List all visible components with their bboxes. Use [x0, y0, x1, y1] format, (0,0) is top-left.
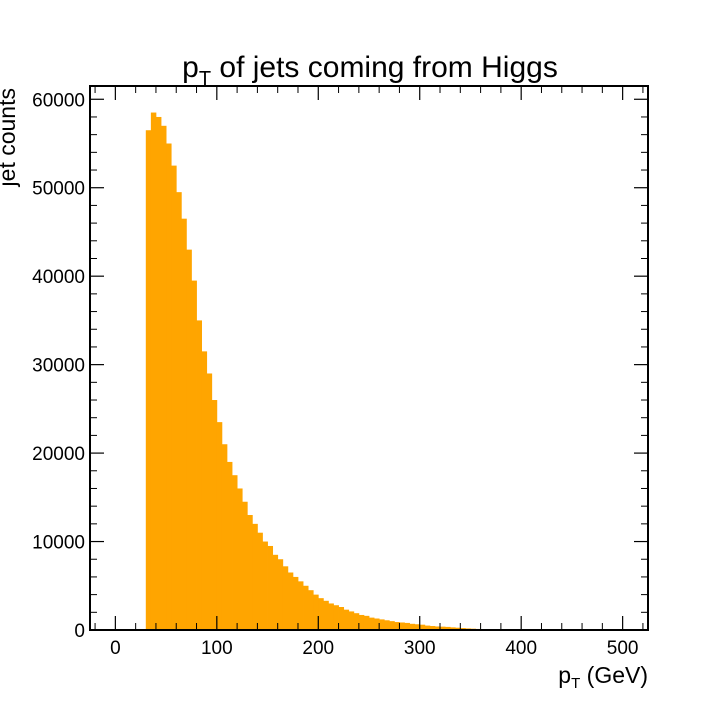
- histogram-bar: [303, 585, 309, 630]
- histogram-bar: [434, 626, 441, 630]
- histogram-bar: [455, 627, 461, 630]
- y-tick-label: 10000: [32, 533, 85, 554]
- histogram-bar: [292, 576, 299, 630]
- histogram-bar: [297, 581, 304, 630]
- histogram-bar: [424, 625, 431, 630]
- histogram-bar: [358, 614, 365, 630]
- histogram-bar: [414, 624, 421, 630]
- minor-ticks-group: [90, 86, 648, 630]
- histogram-bar: [257, 532, 263, 630]
- histogram-bar: [384, 620, 390, 630]
- histogram-bar: [206, 373, 213, 630]
- histogram-bar: [445, 626, 451, 630]
- histogram-bar: [440, 626, 446, 630]
- x-axis-label-sub: T: [571, 675, 580, 692]
- histogram-bar: [155, 116, 162, 630]
- histogram-bar: [369, 617, 375, 630]
- histogram-bar: [429, 626, 436, 630]
- histogram-bar: [343, 609, 350, 630]
- major-ticks-group: [90, 86, 648, 631]
- histogram-bar: [221, 444, 228, 630]
- y-tick-label: 30000: [32, 356, 85, 377]
- histogram-bar: [328, 603, 334, 630]
- chart-title-rest: of jets coming from Higgs: [211, 51, 558, 84]
- histogram-bar: [242, 501, 248, 630]
- histogram-bar: [353, 613, 360, 630]
- histogram-bar: [232, 475, 238, 630]
- histogram-bar: [272, 554, 279, 630]
- histogram-bar: [196, 320, 202, 630]
- histogram-bar: [191, 280, 197, 630]
- histogram-bar: [181, 218, 187, 630]
- histogram-bar: [404, 622, 410, 630]
- histogram-bar: [450, 627, 456, 630]
- histogram-bar: [237, 488, 243, 630]
- histogram-bar: [166, 143, 172, 630]
- histogram-bar: [313, 594, 319, 630]
- plot-frame: [89, 85, 649, 631]
- histogram-bar: [267, 545, 274, 630]
- histogram-bar: [176, 192, 182, 630]
- histogram-bar: [363, 615, 370, 630]
- histogram-bar: [318, 598, 324, 630]
- chart-title: pT of jets coming from Higgs: [182, 51, 558, 90]
- histogram-bar: [399, 622, 405, 630]
- histogram-bar: [374, 618, 380, 630]
- histogram-bar: [161, 125, 167, 631]
- bars-group: [145, 112, 522, 631]
- x-axis-label: pT (GeV): [558, 662, 648, 692]
- histogram-bar: [226, 461, 233, 630]
- histogram-bar: [211, 400, 218, 630]
- chart-title-sub: T: [199, 68, 211, 90]
- histogram-bar: [262, 541, 268, 630]
- y-axis-label: jet counts: [0, 88, 20, 187]
- histogram-bar: [379, 619, 385, 630]
- y-tick-label: 50000: [32, 179, 85, 200]
- histogram-bar: [419, 624, 426, 630]
- histogram-bar: [338, 607, 345, 630]
- histogram-bar: [186, 249, 192, 630]
- x-tick-label: 0: [110, 638, 121, 659]
- x-axis-label-rest: (GeV): [580, 662, 648, 688]
- tick-labels-group: 0 100 200 300 400 500 0 10000 20000 30000 40000 500…: [32, 90, 638, 659]
- histogram-bar: [389, 621, 395, 630]
- y-tick-label: 20000: [32, 444, 85, 465]
- histogram-bar: [282, 566, 289, 630]
- histogram-bar: [216, 422, 223, 630]
- histogram-bar: [333, 605, 339, 630]
- y-tick-label: 0: [74, 621, 85, 642]
- x-tick-label: 300: [404, 638, 436, 659]
- y-tick-label: 60000: [32, 90, 85, 111]
- histogram-bar: [150, 112, 157, 631]
- x-tick-label: 100: [201, 638, 233, 659]
- histogram-bar: [287, 572, 294, 630]
- histogram-bar: [409, 623, 416, 630]
- histogram-bar: [252, 523, 258, 630]
- x-tick-label: 200: [302, 638, 334, 659]
- chart-title-main: p: [182, 51, 199, 84]
- y-tick-label: 40000: [32, 267, 85, 288]
- histogram-bar: [277, 559, 284, 630]
- x-tick-label: 500: [607, 638, 639, 659]
- x-axis-label-main: p: [558, 662, 571, 688]
- histogram-bar: [171, 165, 177, 631]
- histogram-bar: [308, 590, 314, 630]
- histogram-bar: [145, 130, 152, 631]
- histogram-bar: [247, 515, 253, 630]
- histogram-bar: [201, 351, 208, 630]
- histogram-bar: [348, 611, 355, 630]
- x-tick-label: 400: [505, 638, 537, 659]
- histogram-bar: [394, 622, 400, 630]
- histogram-bar: [323, 600, 329, 630]
